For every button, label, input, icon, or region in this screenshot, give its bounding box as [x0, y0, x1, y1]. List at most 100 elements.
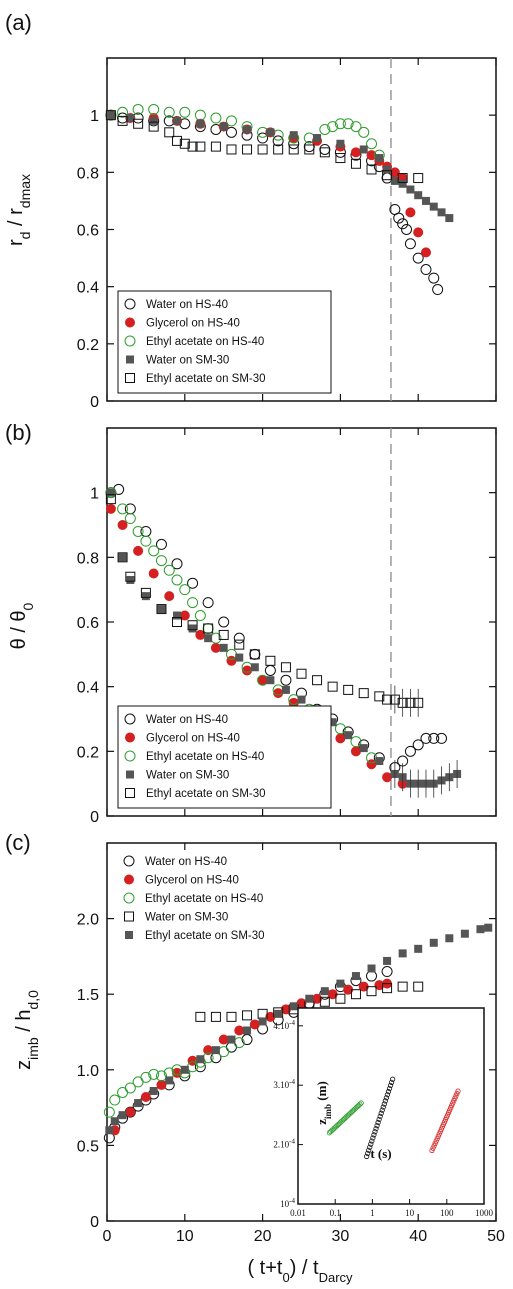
data-point [335, 993, 346, 1004]
panel-c-frame [106, 842, 497, 1222]
data-point [476, 925, 485, 934]
panel-c-ylabel-div: / h [13, 1010, 35, 1038]
data-point [421, 196, 430, 205]
inset-point [443, 1114, 450, 1120]
legend-label: Ethyl acetate on SM-30 [146, 373, 266, 385]
legend-label: Ethyl acetate on SM-30 [145, 930, 265, 942]
data-point [382, 170, 393, 181]
data-point [412, 739, 424, 751]
legend-marker [124, 874, 134, 885]
data-point [367, 964, 376, 973]
inset-point [366, 1147, 372, 1153]
x-label-main: ( t+t [247, 1257, 282, 1279]
inset-point [357, 1101, 363, 1107]
inset-point [450, 1100, 456, 1106]
data-point [105, 494, 116, 505]
data-point [227, 1035, 236, 1044]
data-point [280, 674, 292, 686]
data-point [319, 143, 331, 155]
data-point [350, 147, 361, 158]
data-point [210, 112, 222, 124]
data-point [235, 653, 244, 662]
inset-ylabel-main: z [314, 1119, 329, 1125]
data-point [274, 1009, 283, 1018]
data-point [103, 1106, 115, 1118]
data-point [265, 655, 276, 666]
data-point [428, 732, 440, 744]
panel-c: 0 0.5 1.0 1.5 2.0 0 10 20 30 40 50 Water on HS-40 Gl… [77, 842, 505, 1245]
panel-b-ytick-label: 0.8 [77, 550, 99, 567]
data-point [366, 138, 378, 150]
x-tick-label: 30 [332, 1228, 350, 1245]
data-point [124, 513, 136, 525]
data-point [401, 224, 413, 235]
data-point [319, 147, 330, 158]
data-point [343, 684, 354, 695]
data-point [141, 592, 150, 601]
legend-box [117, 290, 332, 394]
data-point [383, 956, 392, 965]
data-point [436, 732, 448, 744]
inset-point [433, 1138, 439, 1144]
inset-ytick-exp: -4 [289, 1019, 295, 1027]
inset-point [447, 1107, 453, 1113]
inset-point [386, 1085, 393, 1092]
inset-ytick-label: 4.10-4 [273, 1019, 295, 1031]
panel-b-legend: Water on HS-40 Glycerol on HS-40 Ethyl ace… [117, 705, 332, 809]
data-point [437, 208, 446, 217]
inset-point [434, 1136, 440, 1142]
inset-point [454, 1090, 460, 1097]
data-point [156, 1079, 167, 1090]
inset-point [429, 1147, 435, 1154]
inset-point [378, 1110, 384, 1116]
legend-label: Ethyl acetate on HS-40 [146, 336, 264, 348]
inset-point [370, 1135, 376, 1141]
data-point [226, 1011, 237, 1022]
data-point [406, 185, 415, 194]
data-point [350, 158, 361, 169]
inset-xtick-label: 100 [440, 1208, 454, 1218]
data-point [163, 564, 175, 576]
data-point [124, 503, 136, 515]
legend-label: Glycerol on HS-40 [146, 733, 240, 745]
data-point [106, 488, 115, 497]
data-point [218, 1046, 230, 1058]
data-point [350, 746, 361, 757]
data-point [118, 1111, 127, 1120]
panel-a: 0 0.2 0.4 0.6 0.8 1 Water on HS-40 Glycerol on … [77, 57, 497, 411]
data-point [460, 929, 469, 938]
legend-label: Water on SM-30 [146, 355, 229, 367]
series-2 [103, 1037, 245, 1118]
data-point [484, 923, 493, 932]
data-point [242, 144, 253, 155]
data-point [210, 642, 221, 653]
data-point [304, 144, 315, 155]
data-point [289, 131, 298, 140]
data-point [241, 1034, 253, 1046]
legend-marker [123, 892, 135, 904]
inset-point [435, 1133, 441, 1139]
data-point [196, 119, 205, 128]
data-point [155, 555, 167, 567]
inset-point [452, 1095, 458, 1101]
inset-point [436, 1131, 442, 1137]
legend-label: Ethyl acetate on HS-40 [145, 893, 263, 905]
inset-point [358, 1100, 364, 1106]
inset-frame [297, 1007, 485, 1205]
data-point [272, 129, 284, 141]
data-point [188, 624, 197, 633]
legend-marker [125, 373, 135, 383]
x-label-sub0: 0 [282, 1270, 289, 1285]
data-point [272, 135, 284, 147]
data-point [156, 604, 167, 615]
data-point [105, 487, 117, 499]
data-point [243, 1026, 252, 1035]
data-point [225, 126, 237, 138]
data-point [140, 587, 151, 598]
inset-point [382, 1098, 388, 1104]
data-point [117, 520, 128, 530]
legend-box [117, 705, 332, 809]
data-point [404, 238, 416, 250]
panel-b-ytick-label: 0.4 [77, 680, 99, 697]
data-point [398, 949, 407, 958]
